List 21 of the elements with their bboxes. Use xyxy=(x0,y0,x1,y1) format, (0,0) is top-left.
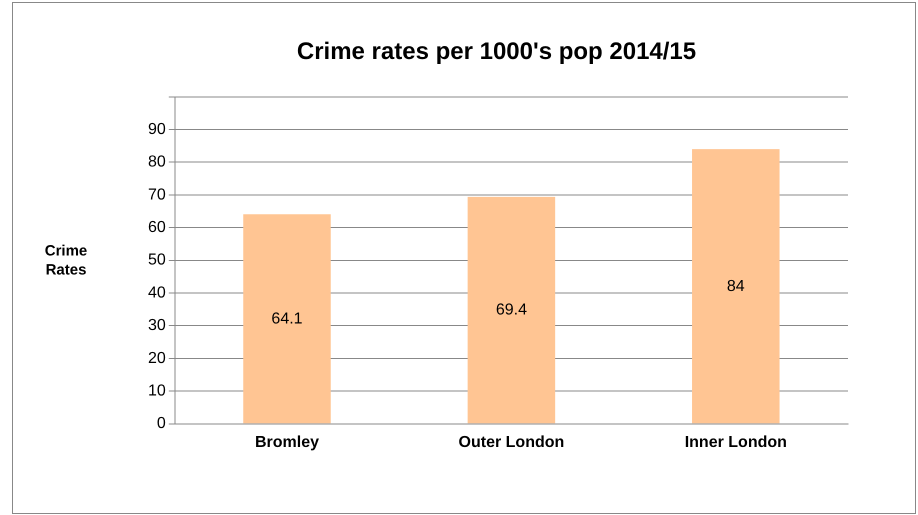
y-tick-label: 90 xyxy=(148,120,166,138)
bar xyxy=(243,214,331,424)
data-label: 69.4 xyxy=(496,302,528,319)
x-tick-label: Outer London xyxy=(458,434,564,451)
y-tick-label: 50 xyxy=(148,252,166,269)
chart-title: Crime rates per 1000's pop 2014/15 xyxy=(296,38,696,66)
data-label: 64.1 xyxy=(271,310,303,328)
y-tick-label: 60 xyxy=(148,219,166,236)
y-tick-label: 80 xyxy=(148,154,166,171)
y-tick-label: 20 xyxy=(148,350,166,367)
x-tick-label: Inner London xyxy=(684,434,787,451)
bar xyxy=(692,149,780,424)
y-tick-label: 10 xyxy=(148,382,166,400)
y-tick-label: 40 xyxy=(148,284,166,302)
y-tick-label: 70 xyxy=(148,186,166,204)
y-tick-label: 30 xyxy=(148,317,166,334)
bar xyxy=(468,196,556,424)
y-tick-label: 0 xyxy=(156,415,166,432)
y-axis-title: Crime Rates xyxy=(44,242,88,278)
data-label: 84 xyxy=(726,278,745,295)
x-tick-label: Bromley xyxy=(254,434,320,451)
